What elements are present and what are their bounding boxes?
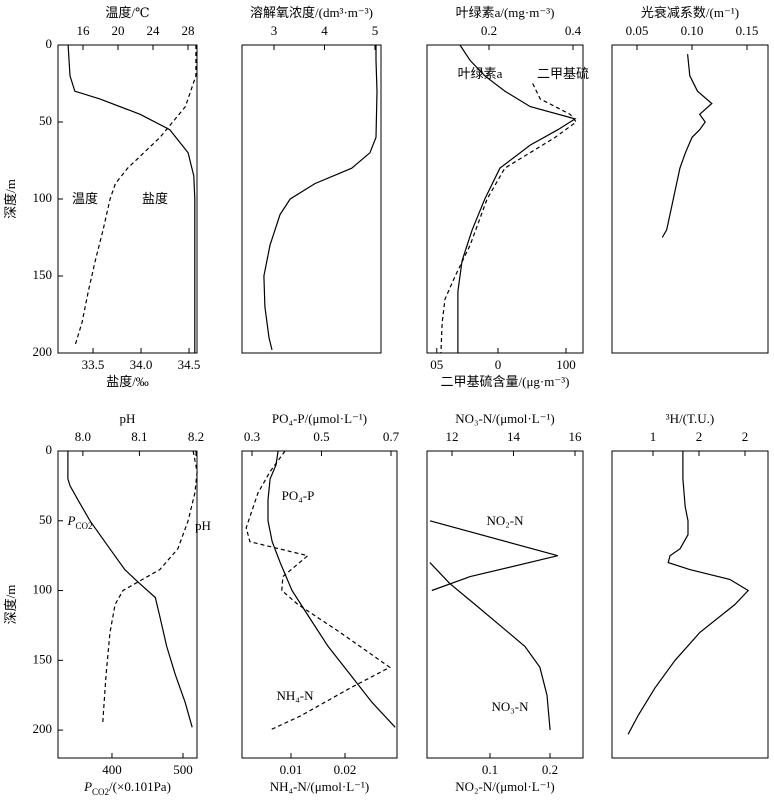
x-tick-label: 8.0 [75,429,91,444]
x-tick-label: 16 [77,23,91,38]
y-tick-label: 0 [46,36,53,51]
x-axis-label: 叶绿素a/(mg·m⁻³) [456,5,555,20]
x-tick-label: 1 [650,429,657,444]
x2-tick-label: 05 [430,357,443,372]
x-tick-label: 12 [446,429,459,444]
x2-tick-label: 34.5 [178,357,201,372]
x-axis-label: 温度/℃ [105,5,149,20]
y-tick-label: 100 [33,190,53,205]
x-tick-label: 4 [321,23,328,38]
x-axis-label: 溶解氧浓度/(dm³·m⁻³) [250,5,373,20]
plot-frame [426,44,584,354]
x2-tick-label: 0.02 [334,762,357,777]
annotation: 温度 [72,191,98,206]
x-axis-label: pH [120,411,136,426]
x2-tick-label: 33.5 [82,357,105,372]
annotation: 盐度 [142,191,168,206]
x-tick-label: 0.3 [244,429,260,444]
x-tick-label: 0.15 [736,23,759,38]
x2-tick-label: 0 [495,357,502,372]
x-axis-label: ³H/(T.U.) [666,411,714,426]
subscript: CO2 [92,787,109,797]
subscript: CO2 [75,521,92,531]
annotation: 二甲基硫 [537,66,589,81]
x-tick-label: 0.7 [383,429,400,444]
x-tick-label: 20 [112,23,125,38]
x-tick-label: 3 [271,23,278,38]
text-part: P [83,779,92,794]
x-tick-label: 16 [569,429,583,444]
profile-line [263,45,378,351]
y-tick-label: 200 [33,721,53,736]
x-axis-label: NO₃-N/(μmol·L⁻¹) [455,411,555,426]
profile-line [440,83,578,354]
x-tick-label: 8.2 [188,429,204,444]
profile-line [267,450,396,728]
y-tick-label: 200 [33,344,53,359]
plot-frame [611,44,769,354]
y-axis-label: 深度/m [3,179,18,219]
x2-tick-label: 500 [173,762,193,777]
profile-line [457,44,577,353]
x-tick-label: 2 [742,429,749,444]
plot-frame [611,450,769,759]
plot-frame [426,450,584,759]
x-tick-label: 0.05 [626,23,649,38]
x-tick-label: 0.10 [681,23,704,38]
profile-line [429,562,551,731]
x2-tick-label: 100 [556,357,576,372]
text-part: P [67,513,76,528]
x2-axis-label: NO₂-N/(μmol·L⁻¹) [455,779,555,794]
x-tick-label: 0.4 [565,23,582,38]
profile-line [67,44,196,353]
x2-tick-label: 0.1 [482,762,498,777]
x-tick-label: 8.1 [131,429,147,444]
x2-tick-label: 0.01 [280,762,303,777]
x2-axis-label: 盐度/‰ [106,374,149,389]
y-tick-label: 100 [33,582,53,597]
x-tick-label: 0.5 [313,429,329,444]
x-tick-label: 28 [181,23,194,38]
annotation: NO₃-N [491,699,529,714]
x-tick-label: 2 [696,429,703,444]
x-tick-label: 14 [507,429,521,444]
y-tick-label: 50 [39,113,52,128]
profile-line [74,45,197,346]
profile-line [245,450,391,731]
profile-line [429,520,558,592]
y-tick-label: 50 [39,512,52,527]
annotation: pH [195,518,211,533]
x2-axis-label: 二甲基硫含量/(μg·m⁻³) [441,374,570,389]
profile-line [627,451,750,735]
y-tick-label: 150 [33,267,53,282]
y-tick-label: 150 [33,651,53,666]
x-tick-label: 5 [372,23,379,38]
x-tick-label: 0.2 [481,23,497,38]
annotation: PO₄-P [282,488,315,503]
x2-tick-label: 400 [102,762,122,777]
y-tick-label: 0 [46,442,53,457]
annotation: 叶绿素a [458,66,503,81]
annotation: NH₄-N [276,688,314,703]
text-part: /(×0.101Pa) [109,779,171,794]
plot-frame [241,450,398,759]
plot-frame [241,44,382,354]
x2-axis-label: PCO2/(×0.101Pa) [83,779,171,797]
profile-line [661,54,713,238]
profile-line [102,450,198,724]
profile-line [67,451,193,728]
annotation: NO₂-N [486,513,524,528]
x-tick-label: 24 [146,23,160,38]
x-axis-label: 光衰减系数/(m⁻¹) [641,5,739,20]
plot-frame [57,450,198,759]
x2-axis-label: NH₄-N/(μmol·L⁻¹) [270,779,370,794]
x2-tick-label: 34.0 [130,357,153,372]
x-axis-label: PO₄-P/(μmol·L⁻¹) [272,411,367,426]
annotation: PCO2 [67,513,93,531]
y-axis-label: 深度/m [3,585,18,625]
x2-tick-label: 0.2 [542,762,558,777]
